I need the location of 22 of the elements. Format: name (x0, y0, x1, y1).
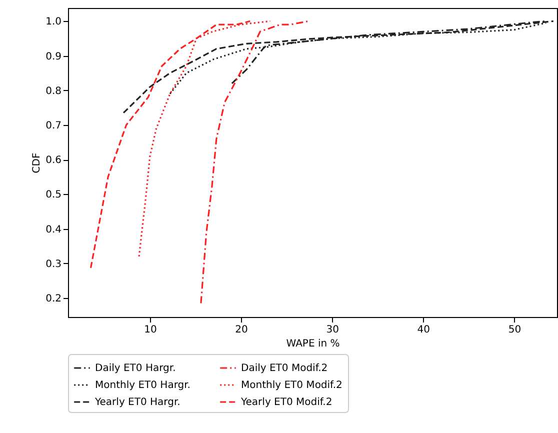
y-tick-label: 0.8 (46, 86, 62, 97)
y-axis-title: CDF (32, 152, 43, 174)
legend-label: Yearly ET0 Hargr. (94, 397, 180, 408)
x-tick-label: 20 (235, 324, 248, 336)
legend-label: Monthly ET0 Modif.2 (241, 380, 342, 391)
y-tick-label: 0.3 (46, 258, 62, 270)
y-tick-label: 0.6 (46, 155, 62, 166)
x-tick-label: 40 (417, 324, 430, 336)
legend-label: Daily ET0 Hargr. (95, 363, 176, 374)
legend-label: Monthly ET0 Hargr. (95, 380, 190, 391)
y-tick-label: 0.9 (46, 51, 62, 62)
x-tick-label: 30 (326, 324, 339, 336)
y-tick-label: 0.2 (46, 293, 62, 304)
y-tick-label: 0.4 (46, 224, 62, 236)
y-tick-label: 0.7 (46, 120, 62, 132)
x-tick-label: 50 (508, 324, 522, 336)
y-tick-label: 1.0 (46, 16, 62, 28)
y-tick-label: 0.5 (46, 190, 62, 201)
legend-label: Yearly ET0 Modif.2 (240, 397, 332, 408)
legend-label: Daily ET0 Modif.2 (241, 363, 328, 374)
x-axis-title: WAPE in % (286, 338, 340, 350)
x-tick-label: 10 (144, 324, 157, 336)
